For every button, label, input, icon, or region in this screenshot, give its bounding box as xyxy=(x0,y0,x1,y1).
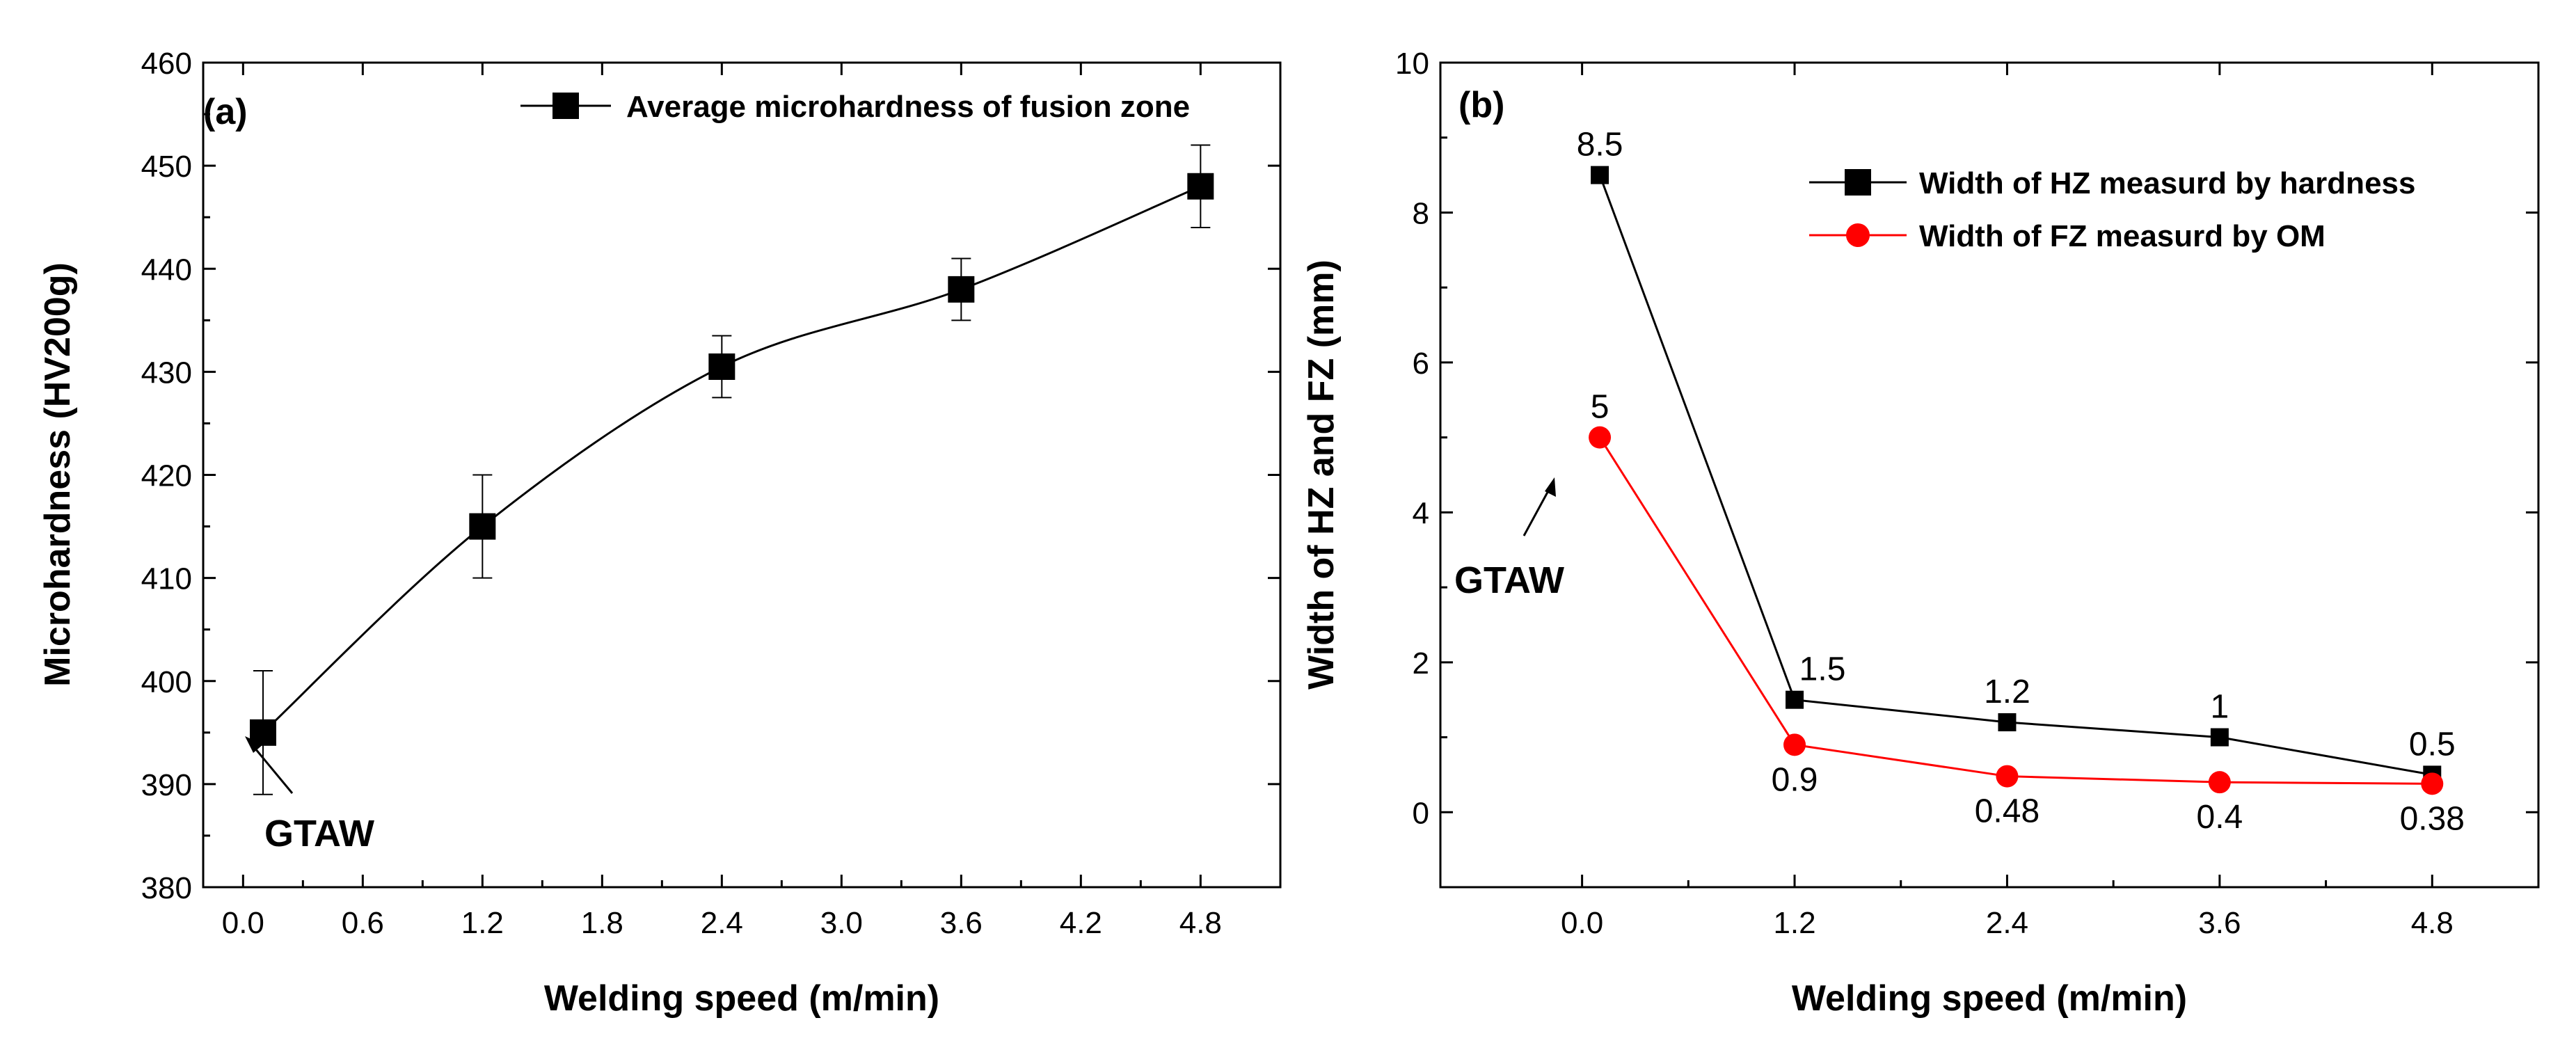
chart-a-annotation-label: GTAW xyxy=(264,813,374,854)
chart-a-legend-label: Average microhardness of fusion zone xyxy=(626,90,1190,124)
chart-a-frame xyxy=(202,61,1282,889)
data-label: 5 xyxy=(1591,389,1609,426)
data-label: 0.38 xyxy=(2400,800,2465,837)
chart-b-annotation-label: GTAW xyxy=(1454,559,1564,601)
chart-a-legend-marker xyxy=(552,93,579,119)
y-tick-label: 10 xyxy=(1395,47,1429,81)
chart-b-legend-marker-fz xyxy=(1846,223,1870,247)
y-tick-label: 440 xyxy=(141,253,192,287)
y-tick-label: 2 xyxy=(1413,646,1429,681)
chart-b-x-ticks: 0.0 1.2 2.4 3.6 4.8 xyxy=(1561,63,2454,940)
chart-b-legend-marker-hz xyxy=(1845,169,1871,196)
y-tick-label: 400 xyxy=(141,665,192,699)
chart-a-series xyxy=(250,144,1214,795)
chart-a-y-axis-label: Microhardness (HV200g) xyxy=(38,262,78,687)
data-label: 1.2 xyxy=(1984,674,2030,710)
y-tick-label: 4 xyxy=(1413,496,1429,530)
chart-a-legend: Average microhardness of fusion zone xyxy=(520,90,1190,124)
x-tick-label: 3.6 xyxy=(2198,906,2241,940)
data-point xyxy=(1589,426,1612,449)
x-tick-label: 3.0 xyxy=(820,906,863,940)
x-tick-label: 4.2 xyxy=(1060,906,1102,940)
chart-b-legend-label-fz: Width of FZ measurd by OM xyxy=(1919,219,2325,253)
data-label: 1.5 xyxy=(1799,651,1846,688)
y-tick-label: 450 xyxy=(141,150,192,184)
chart-a-x-ticks: 0.0 0.6 1.2 1.8 2.4 3.0 3.6 4.2 4.8 xyxy=(222,63,1222,940)
y-tick-label: 410 xyxy=(141,562,192,596)
chart-b-legend-label-hz: Width of HZ measurd by hardness xyxy=(1919,166,2415,200)
y-tick-label: 6 xyxy=(1413,347,1429,381)
y-tick-label: 380 xyxy=(141,871,192,905)
chart-a-x-axis-label: Welding speed (m/min) xyxy=(544,978,939,1019)
chart-b-series: 8.5 1.5 1.2 1 0.5 5 0.9 0.48 0.4 0.38 xyxy=(1577,127,2465,838)
data-label: 8.5 xyxy=(1577,127,1623,164)
data-point xyxy=(1998,713,2017,731)
chart-b-y-ticks: 0 2 4 6 8 10 xyxy=(1395,47,2538,830)
data-label: 0.4 xyxy=(2197,799,2243,836)
chart-a-y-ticks: 380 390 400 410 420 430 440 450 460 xyxy=(141,47,1280,905)
x-tick-label: 4.8 xyxy=(2411,906,2454,940)
series-line xyxy=(1598,436,2433,785)
data-point xyxy=(469,513,496,540)
y-tick-label: 420 xyxy=(141,459,192,493)
data-label: 0.5 xyxy=(2409,726,2456,763)
chart-a-panel-label: (a) xyxy=(203,92,248,132)
x-tick-label: 1.2 xyxy=(461,906,504,940)
chart-b-frame xyxy=(1439,61,2540,889)
chart-b: (b) Welding speed (m/min) Width of HZ an… xyxy=(1301,47,2540,1019)
x-tick-label: 0.0 xyxy=(222,906,264,940)
chart-b-x-axis-label: Welding speed (m/min) xyxy=(1792,978,2187,1019)
data-point xyxy=(2208,771,2231,794)
y-tick-label: 390 xyxy=(141,768,192,802)
chart-b-panel-label: (b) xyxy=(1458,85,1504,125)
x-tick-label: 0.6 xyxy=(342,906,384,940)
chart-b-legend: Width of HZ measurd by hardness Width of… xyxy=(1809,166,2415,253)
data-point xyxy=(1996,765,2019,788)
data-point xyxy=(1786,690,1804,709)
y-tick-label: 0 xyxy=(1413,796,1429,830)
data-label: 0.48 xyxy=(1975,793,2040,830)
data-point xyxy=(1783,733,1806,756)
data-point xyxy=(2421,772,2444,795)
chart-a-annotation-arrow-shaft xyxy=(251,744,294,794)
y-tick-label: 460 xyxy=(141,47,192,81)
x-tick-label: 2.4 xyxy=(1986,906,2028,940)
chart-b-annotation-arrow-shaft xyxy=(1522,486,1552,536)
chart-b-annotation: GTAW xyxy=(1454,477,1564,601)
chart-a-annotation-arrowhead xyxy=(245,736,263,753)
data-point xyxy=(948,276,975,303)
x-tick-label: 3.6 xyxy=(940,906,983,940)
chart-b-annotation-arrowhead xyxy=(1545,477,1556,497)
chart-a: (a) Welding speed (m/min) Microhardness … xyxy=(38,47,1282,1019)
x-tick-label: 1.2 xyxy=(1773,906,1815,940)
data-point xyxy=(1591,166,1609,184)
y-tick-label: 8 xyxy=(1413,196,1429,230)
data-point xyxy=(708,353,736,380)
x-tick-label: 2.4 xyxy=(701,906,743,940)
chart-b-y-axis-label: Width of HZ and FZ (mm) xyxy=(1301,260,1342,690)
x-tick-label: 0.0 xyxy=(1561,906,1603,940)
data-label: 0.9 xyxy=(1772,761,1818,798)
data-point xyxy=(1187,173,1214,200)
x-tick-label: 1.8 xyxy=(581,906,623,940)
data-point xyxy=(2210,728,2229,747)
x-tick-label: 4.8 xyxy=(1179,906,1222,940)
data-label: 1 xyxy=(2211,689,2229,726)
chart-a-annotation: GTAW xyxy=(245,736,374,854)
y-tick-label: 430 xyxy=(141,356,192,390)
series-line xyxy=(262,185,1201,733)
